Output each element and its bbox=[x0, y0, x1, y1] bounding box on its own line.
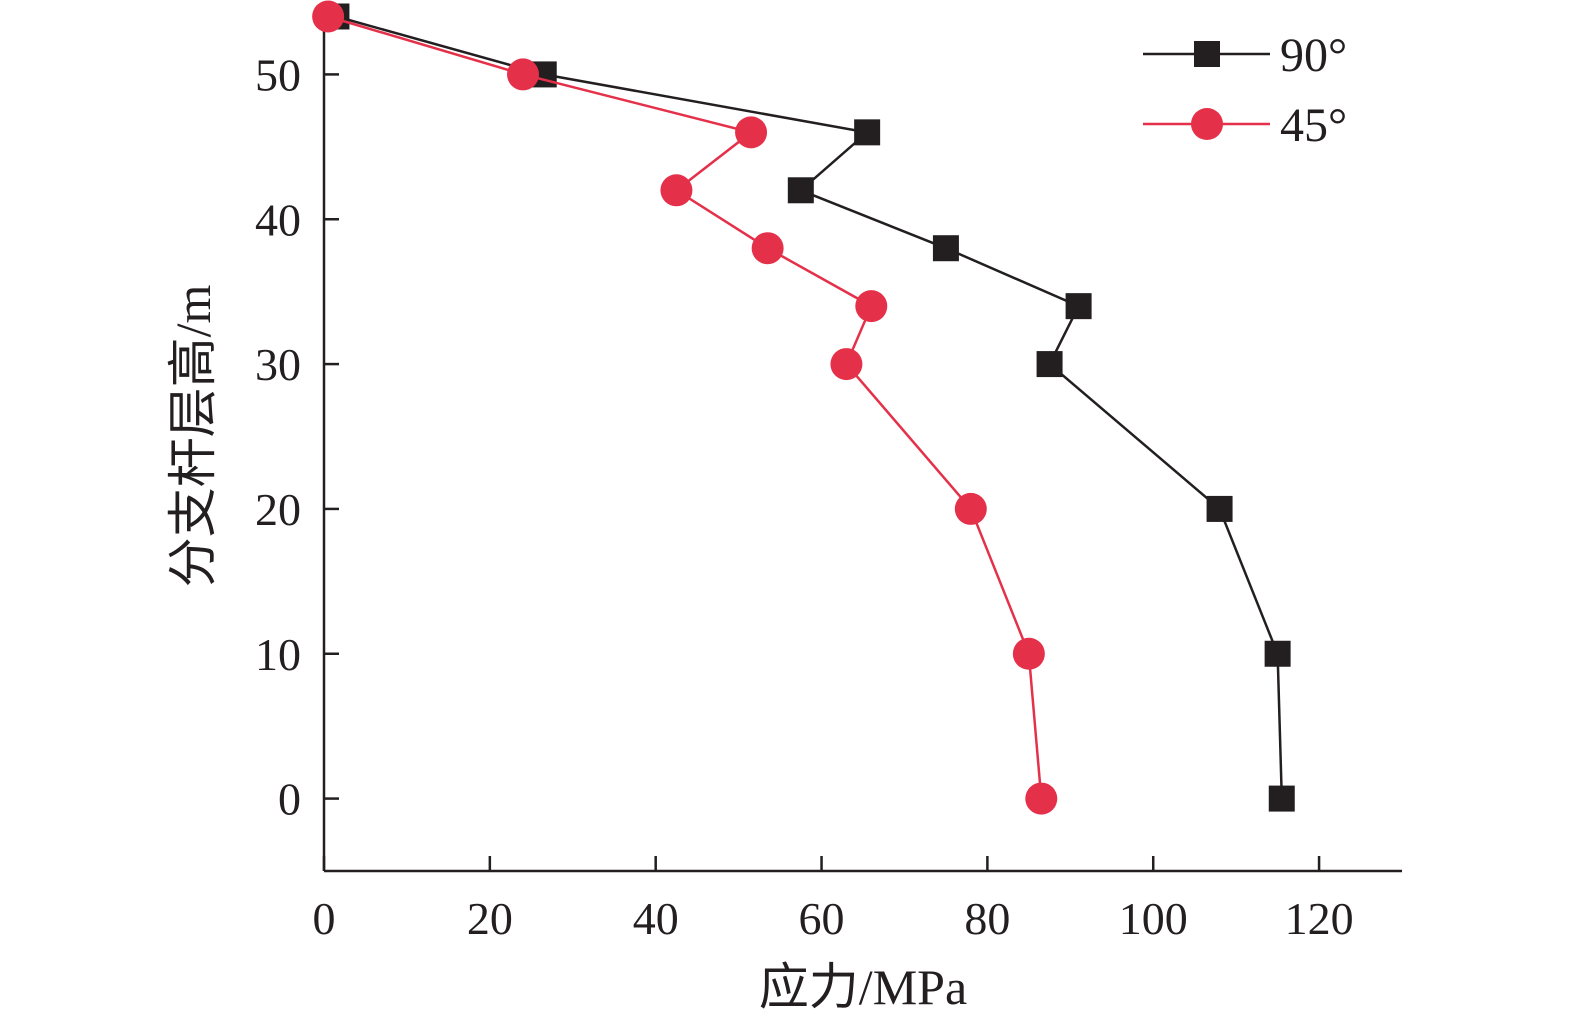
x-tick-label: 100 bbox=[1119, 893, 1188, 944]
data-point bbox=[1036, 351, 1063, 378]
legend-marker bbox=[1194, 41, 1220, 67]
data-point bbox=[1264, 640, 1291, 667]
legend-label: 45° bbox=[1280, 99, 1347, 152]
data-point bbox=[1065, 293, 1092, 320]
axes bbox=[322, 2, 1402, 873]
y-tick-label: 0 bbox=[278, 774, 301, 825]
data-point bbox=[954, 492, 987, 525]
series bbox=[312, 0, 1295, 815]
series-90 bbox=[323, 3, 1295, 812]
data-point bbox=[751, 232, 784, 265]
x-tick-label: 0 bbox=[313, 893, 336, 944]
x-tick-label: 40 bbox=[633, 893, 679, 944]
legend-item: 45° bbox=[1143, 99, 1347, 152]
legend-marker bbox=[1191, 108, 1223, 140]
data-point bbox=[1206, 495, 1233, 522]
y-tick-label: 10 bbox=[255, 629, 301, 680]
y-tick-label: 40 bbox=[255, 194, 301, 245]
x-tick-label: 120 bbox=[1285, 893, 1354, 944]
legend-label: 90° bbox=[1280, 29, 1347, 82]
x-axis-title: 应力/MPa bbox=[759, 959, 967, 1015]
legend: 90°45° bbox=[1143, 29, 1347, 152]
data-point bbox=[932, 235, 959, 262]
data-point bbox=[312, 0, 345, 33]
data-point bbox=[855, 290, 888, 323]
x-tick-label: 60 bbox=[799, 893, 845, 944]
data-point bbox=[1025, 782, 1058, 815]
series-line bbox=[327, 15, 1043, 799]
data-point bbox=[507, 58, 540, 91]
y-tick-label: 30 bbox=[255, 339, 301, 390]
x-tick-label: 80 bbox=[964, 893, 1010, 944]
series-line bbox=[336, 15, 1284, 799]
data-point bbox=[1268, 785, 1295, 812]
y-tick-label: 20 bbox=[255, 484, 301, 535]
y-axis-title: 分支杆层高/m bbox=[165, 285, 221, 588]
data-point bbox=[854, 119, 881, 146]
data-point bbox=[1012, 637, 1045, 670]
data-point bbox=[735, 116, 768, 149]
series-45 bbox=[312, 0, 1058, 815]
data-point bbox=[787, 177, 814, 204]
data-point bbox=[660, 174, 693, 207]
data-point bbox=[830, 348, 863, 381]
ticks: 0 20 40 60 80 100 120 0 10 20 30 40 50 bbox=[255, 49, 1354, 944]
y-tick-label: 50 bbox=[255, 49, 301, 100]
x-tick-label: 20 bbox=[467, 893, 513, 944]
legend-item: 90° bbox=[1143, 29, 1347, 82]
